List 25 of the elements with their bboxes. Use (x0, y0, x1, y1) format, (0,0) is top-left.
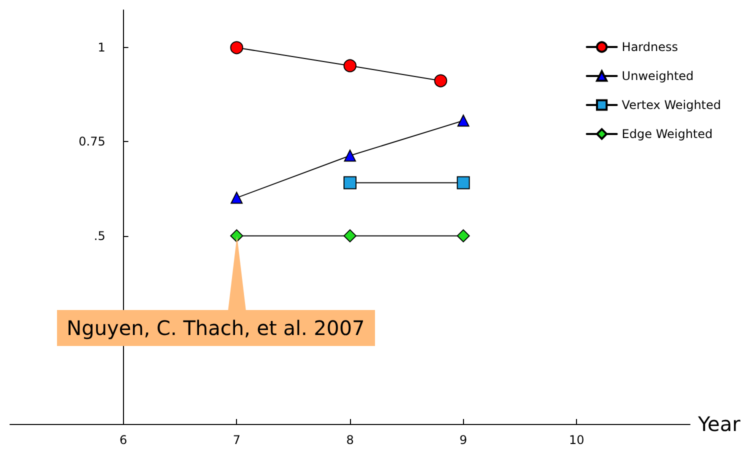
y-tick-label: 1 (98, 40, 106, 55)
x-tick-label: 9 (460, 433, 468, 447)
point (456, 176, 470, 190)
point (230, 41, 244, 54)
point (230, 192, 243, 204)
point (434, 74, 448, 88)
point (344, 176, 356, 190)
point (344, 150, 356, 162)
legend-label: Vertex Weighted (622, 98, 722, 112)
legend-label: Edge Weighted (622, 127, 713, 141)
x-tick-label: 8 (346, 433, 354, 447)
point (344, 229, 356, 242)
point (344, 59, 356, 72)
legend-label: Hardness (622, 40, 678, 54)
legend-label: Unweighted (622, 69, 694, 83)
point (457, 114, 470, 127)
y-tick-label: 0.75 (78, 134, 106, 149)
point (230, 229, 244, 242)
x-tick-label: 10 (569, 433, 584, 447)
y-tick-label: .5 (94, 228, 106, 243)
x-tick-label: 6 (120, 433, 128, 447)
annotation: Nguyen, C. Thach, et al. 2007 (56, 310, 375, 346)
x-axis-title: Year (697, 412, 742, 436)
point (456, 229, 470, 242)
x-tick-label: 7 (232, 433, 240, 447)
